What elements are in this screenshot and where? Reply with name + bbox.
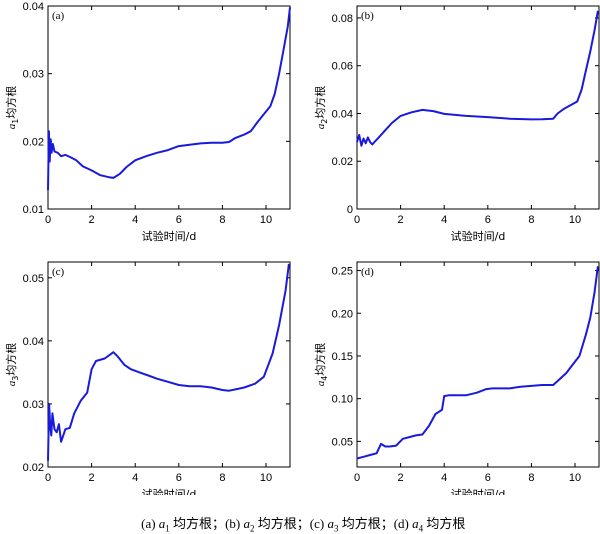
- x-tick-label: 4: [132, 214, 138, 226]
- x-tick-label: 8: [219, 214, 225, 226]
- y-tick-label: 0.25: [332, 266, 353, 278]
- y-tick-label: 0.15: [332, 351, 353, 363]
- x-axis-label: 试验时间/d: [142, 229, 197, 243]
- x-tick-label: 6: [485, 472, 491, 484]
- y-tick-label: 0.02: [23, 136, 44, 148]
- panel-tag: (b): [361, 10, 374, 22]
- x-tick-label: 0: [354, 472, 360, 484]
- x-tick-label: 8: [528, 214, 534, 226]
- y-tick-label: 0.06: [332, 61, 353, 73]
- panel-tag: (a): [52, 10, 65, 22]
- y-tick-label: 0.03: [23, 69, 44, 81]
- x-tick-label: 0: [45, 472, 51, 484]
- series-line-d: [356, 266, 599, 460]
- x-tick-label: 6: [485, 214, 491, 226]
- x-tick-label: 2: [89, 472, 95, 484]
- y-tick-label: 0.03: [23, 399, 44, 411]
- x-tick-label: 10: [260, 214, 272, 226]
- y-tick-label: 0.04: [23, 336, 44, 348]
- y-tick-label: 0.20: [332, 308, 353, 320]
- y-tick-label: 0.05: [332, 436, 353, 448]
- figure: 0 2 4 6 8 10 0.01 0.02 0.03 0.04 (a) 试验时间/d a1均方根 0 2 4…: [4, 1, 600, 495]
- series-line-c: [47, 263, 290, 461]
- x-axis-label: 试验时间/d: [451, 487, 506, 495]
- y-tick-label: 0.08: [332, 13, 353, 25]
- panel-tag: (d): [361, 266, 374, 278]
- x-axis-label: 试验时间/d: [142, 487, 197, 495]
- panel-tag: (c): [52, 266, 65, 278]
- x-tick-label: 2: [398, 472, 404, 484]
- x-tick-label: 0: [45, 214, 51, 226]
- y-axis-label: a2均方根: [313, 86, 329, 130]
- x-tick-label: 6: [176, 472, 182, 484]
- caption-part-d: (d) a4 均方根: [393, 516, 466, 534]
- y-tick-label: 0.04: [23, 1, 44, 13]
- figure-caption: (a) a1 均方根；(b) a2 均方根；(c) a3 均方根；(d) a4 …: [0, 497, 600, 534]
- x-axis-label: 试验时间/d: [451, 229, 506, 243]
- y-tick-label: 0.02: [332, 156, 353, 168]
- chart-panel-b: 0 2 4 6 8 10 0 0.02 0.04 0.06 0.08 (b) 试验时间/d a2均方根: [313, 5, 600, 243]
- x-tick-label: 10: [569, 214, 581, 226]
- y-tick-label: 0: [347, 204, 353, 216]
- y-axis-label: a3均方根: [4, 343, 20, 387]
- x-tick-label: 8: [528, 472, 534, 484]
- plot-frame: [47, 5, 291, 210]
- x-tick-label: 0: [354, 214, 360, 226]
- caption-part-c: (c) a3 均方根；: [309, 516, 394, 534]
- plot-frame: [356, 5, 600, 210]
- y-tick-label: 0.04: [332, 108, 353, 120]
- plot-frame: [356, 261, 600, 468]
- y-tick-label: 0.05: [23, 273, 44, 285]
- x-tick-label: 8: [219, 472, 225, 484]
- chart-panel-d: 0 2 4 6 8 10 0.05 0.10 0.15 0.20 0.25 (d) 试验时间/d a4均方…: [313, 261, 600, 495]
- x-tick-label: 4: [132, 472, 138, 484]
- caption-part-b: (b) a2 均方根；: [225, 516, 310, 534]
- y-axis-label: a4均方根: [313, 343, 329, 387]
- caption-part-a: (a) a1 均方根；: [141, 516, 226, 534]
- y-axis-label: a1均方根: [4, 86, 20, 130]
- x-tick-label: 4: [441, 214, 447, 226]
- x-tick-label: 10: [569, 472, 581, 484]
- x-tick-label: 4: [441, 472, 447, 484]
- y-tick-label: 0.01: [23, 204, 44, 216]
- y-tick-label: 0.02: [23, 462, 44, 474]
- x-tick-label: 2: [398, 214, 404, 226]
- x-tick-label: 6: [176, 214, 182, 226]
- x-tick-label: 2: [89, 214, 95, 226]
- plot-frame: [47, 261, 291, 468]
- series-line-b: [356, 10, 599, 147]
- chart-panel-a: 0 2 4 6 8 10 0.01 0.02 0.03 0.04 (a) 试验时间/d a1均方根: [4, 1, 291, 243]
- y-tick-label: 0.10: [332, 394, 353, 406]
- x-tick-label: 10: [260, 472, 272, 484]
- chart-panel-c: 0 2 4 6 8 10 0.02 0.03 0.04 0.05 (c) 试验时间/d a3均方根: [4, 261, 291, 495]
- series-line-a: [47, 7, 291, 191]
